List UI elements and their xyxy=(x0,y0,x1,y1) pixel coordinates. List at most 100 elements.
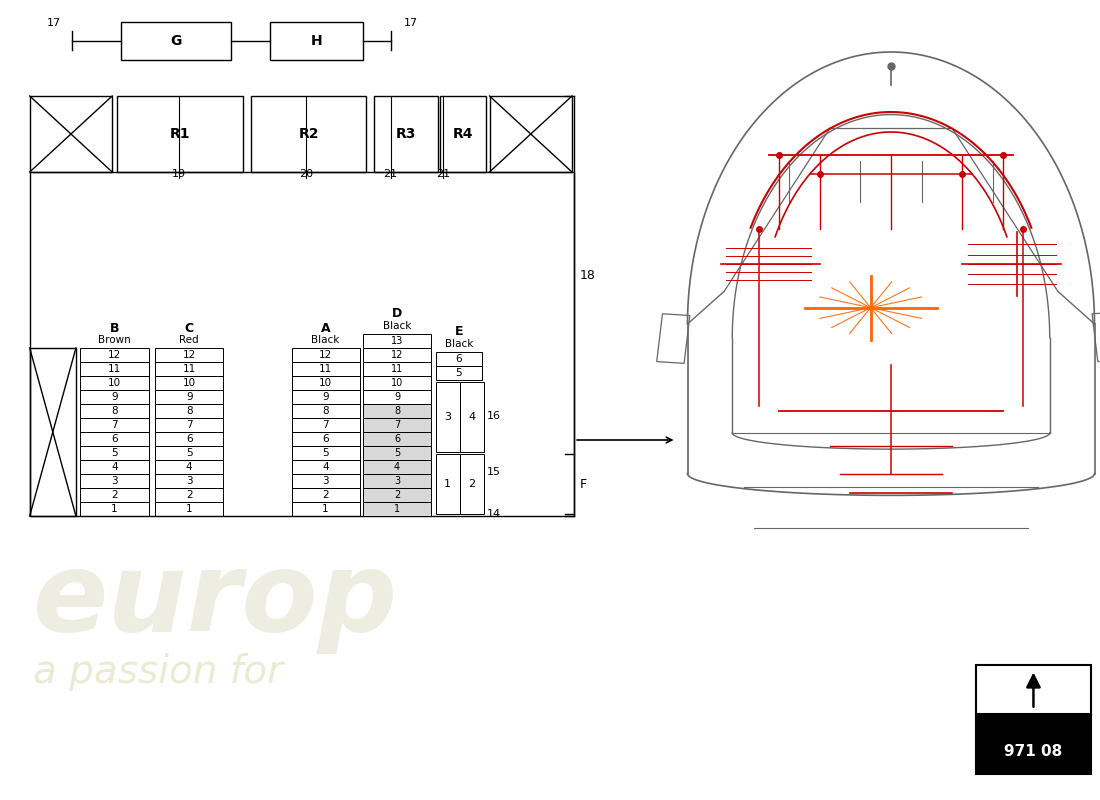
Bar xyxy=(292,460,360,474)
Text: 1: 1 xyxy=(186,504,192,514)
Bar xyxy=(80,432,148,446)
Bar xyxy=(490,96,572,172)
Text: 8: 8 xyxy=(322,406,329,416)
Text: 4: 4 xyxy=(394,462,400,472)
Text: 4: 4 xyxy=(469,412,475,422)
Bar xyxy=(80,362,148,376)
Text: 1: 1 xyxy=(322,504,329,514)
Bar xyxy=(155,418,223,432)
Bar xyxy=(117,96,243,172)
Text: 12: 12 xyxy=(108,350,121,360)
Text: 5: 5 xyxy=(394,448,400,458)
Bar xyxy=(363,446,431,460)
Text: 17: 17 xyxy=(46,18,60,28)
Text: 21: 21 xyxy=(384,169,397,178)
Text: 12: 12 xyxy=(319,350,332,360)
Text: 15: 15 xyxy=(487,467,502,477)
Bar xyxy=(155,390,223,404)
Text: 1: 1 xyxy=(394,504,400,514)
Bar xyxy=(80,446,148,460)
Text: 21: 21 xyxy=(437,169,450,178)
Bar xyxy=(363,432,431,446)
Bar xyxy=(30,172,574,516)
Text: 10: 10 xyxy=(108,378,121,388)
Bar xyxy=(292,376,360,390)
Bar xyxy=(363,362,431,376)
Text: 3: 3 xyxy=(322,476,329,486)
Text: 9: 9 xyxy=(322,392,329,402)
Bar xyxy=(30,348,76,516)
Text: 4: 4 xyxy=(322,462,329,472)
Bar xyxy=(976,714,1091,774)
Bar xyxy=(155,488,223,502)
Bar xyxy=(1092,312,1100,362)
Bar xyxy=(657,314,690,363)
Text: 8: 8 xyxy=(394,406,400,416)
Text: A: A xyxy=(321,322,330,334)
Text: 4: 4 xyxy=(111,462,118,472)
Text: 6: 6 xyxy=(394,434,400,444)
Bar xyxy=(363,376,431,390)
Bar xyxy=(155,446,223,460)
Bar xyxy=(363,460,431,474)
Text: 10: 10 xyxy=(390,378,404,388)
Bar xyxy=(292,446,360,460)
Bar xyxy=(80,404,148,418)
Bar xyxy=(80,488,148,502)
Text: H: H xyxy=(310,34,322,48)
Text: 10: 10 xyxy=(319,378,332,388)
Bar xyxy=(363,418,431,432)
Bar xyxy=(80,390,148,404)
Bar xyxy=(80,502,148,516)
Bar xyxy=(155,432,223,446)
Bar xyxy=(292,488,360,502)
Text: E: E xyxy=(454,326,463,338)
Text: Red: Red xyxy=(179,335,199,345)
Text: 12: 12 xyxy=(390,350,404,360)
Text: 18: 18 xyxy=(580,269,595,282)
Text: 6: 6 xyxy=(186,434,192,444)
Bar xyxy=(436,382,460,452)
Text: 6: 6 xyxy=(455,354,462,364)
Text: 5: 5 xyxy=(455,368,462,378)
Text: 3: 3 xyxy=(394,476,400,486)
Text: 7: 7 xyxy=(186,420,192,430)
Text: 3: 3 xyxy=(111,476,118,486)
Text: R3: R3 xyxy=(396,127,416,141)
Text: 11: 11 xyxy=(183,364,196,374)
Bar xyxy=(80,376,148,390)
Bar xyxy=(292,362,360,376)
Text: 17: 17 xyxy=(404,18,418,28)
Bar xyxy=(363,488,431,502)
Text: Black: Black xyxy=(383,321,411,330)
Text: 1: 1 xyxy=(444,479,451,489)
Bar xyxy=(363,502,431,516)
Bar xyxy=(80,418,148,432)
Bar xyxy=(440,96,486,172)
Text: 6: 6 xyxy=(111,434,118,444)
Text: 4: 4 xyxy=(186,462,192,472)
Text: 5: 5 xyxy=(111,448,118,458)
Bar xyxy=(30,96,112,172)
Bar xyxy=(155,474,223,488)
Bar xyxy=(374,96,438,172)
Bar xyxy=(155,362,223,376)
Text: R1: R1 xyxy=(169,127,190,141)
Text: 9: 9 xyxy=(186,392,192,402)
Text: 6: 6 xyxy=(322,434,329,444)
Bar xyxy=(155,404,223,418)
Bar xyxy=(363,390,431,404)
Text: 2: 2 xyxy=(322,490,329,500)
Text: a passion for: a passion for xyxy=(33,653,283,691)
Text: 1: 1 xyxy=(111,504,118,514)
Text: 12: 12 xyxy=(183,350,196,360)
Text: 2: 2 xyxy=(111,490,118,500)
Text: 11: 11 xyxy=(108,364,121,374)
Text: 2: 2 xyxy=(469,479,475,489)
Text: C: C xyxy=(185,322,194,334)
Text: F: F xyxy=(580,478,586,490)
Text: 7: 7 xyxy=(111,420,118,430)
Bar xyxy=(251,96,366,172)
Text: Black: Black xyxy=(444,339,473,349)
Bar xyxy=(121,22,231,60)
